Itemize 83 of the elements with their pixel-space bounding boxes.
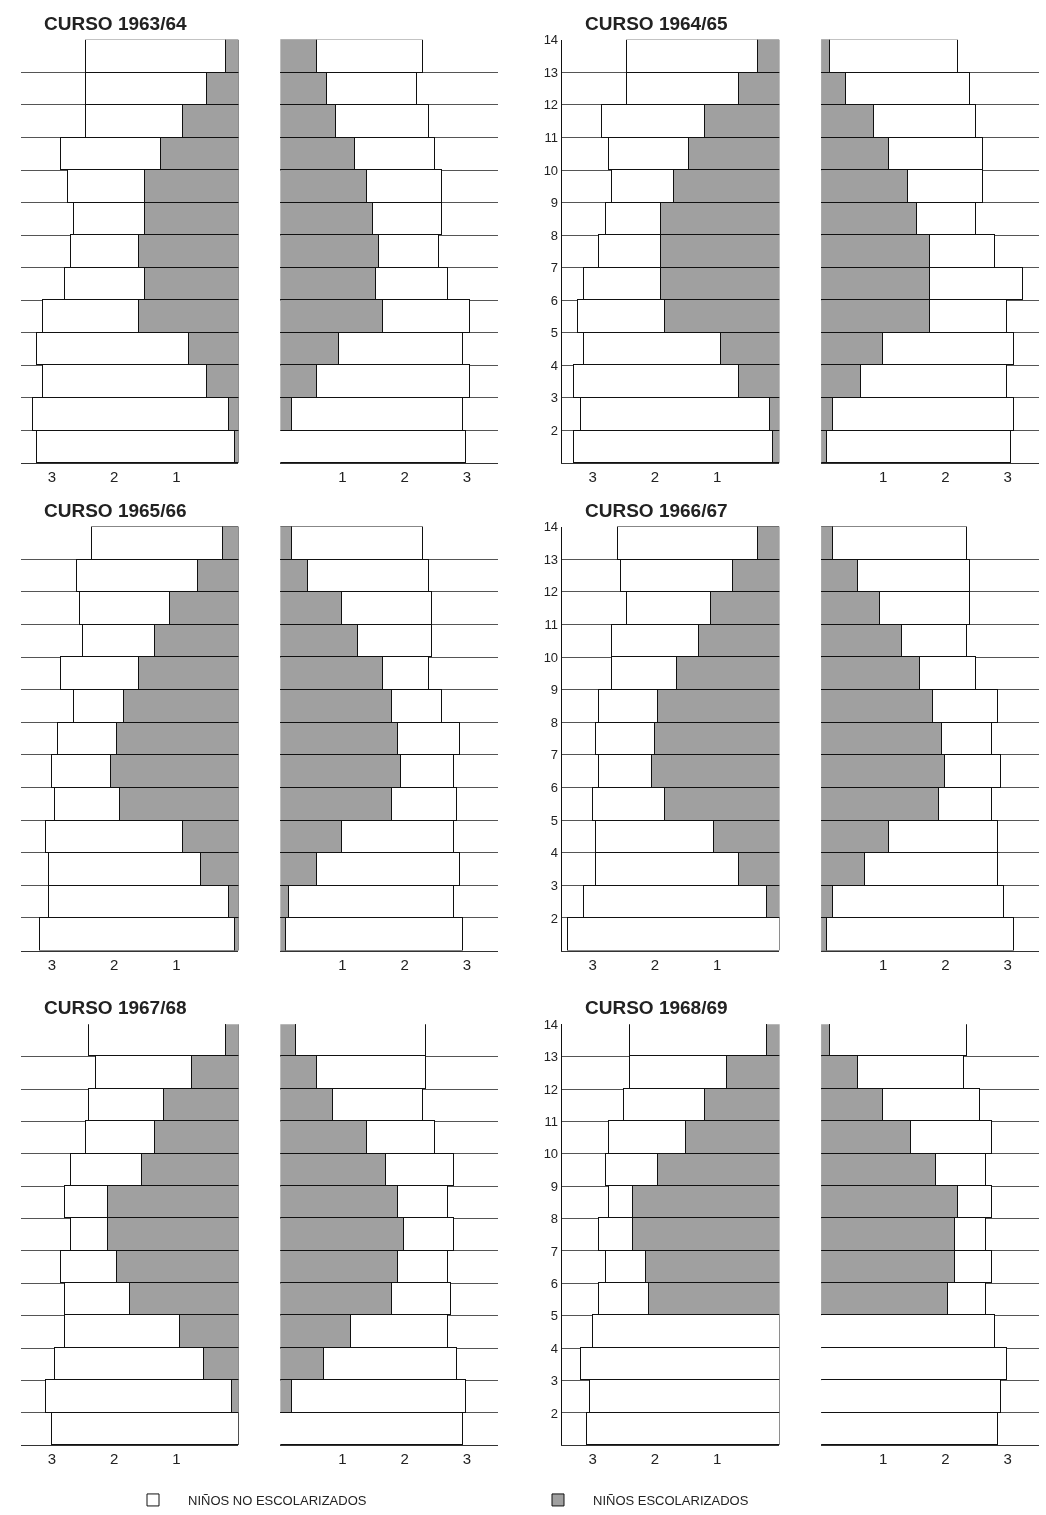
x-tick-label: 1 [712,1450,722,1468]
y-tick-label: 10 [543,162,559,178]
x-tick-label: 2 [400,1450,409,1468]
x-tick-label: 1 [172,467,181,485]
x-tick-label: 1 [879,467,888,485]
x-tick-label: 3 [1003,467,1012,485]
y-tick-label: 8 [550,227,559,243]
x-tick-label: 3 [462,955,471,973]
y-tick-label: 2 [550,422,559,438]
y-tick-label: 12 [543,97,559,113]
x-tick-label: 3 [1003,1450,1012,1468]
y-tick-label: 4 [550,357,559,373]
y-tick-label: 12 [543,584,559,600]
x-tick-label: 3 [462,1450,471,1468]
y-tick-label: 13 [543,64,559,80]
y-tick-label: 4 [550,845,559,861]
x-tick-label: 1 [879,955,888,973]
chart-title: CURSO 1963/64 [44,13,188,34]
x-tick-label: 2 [109,467,119,485]
y-tick-label: 5 [550,812,559,828]
y-tick-label: 11 [544,1113,559,1129]
x-tick-label: 2 [109,1450,119,1468]
y-tick-label: 9 [550,1178,559,1194]
y-tick-label: 7 [550,1243,559,1259]
y-tick-label: 6 [550,292,559,308]
chart-title: CURSO 1968/69 [585,997,728,1018]
legend-label: NIÑOS ESCOLARIZADOS [593,1493,749,1509]
x-tick-label: 1 [712,467,722,485]
y-tick-label: 6 [550,780,559,796]
y-tick-label: 12 [543,1081,559,1097]
x-tick-label: 1 [172,955,181,973]
x-tick-label: 2 [650,467,660,485]
x-tick-label: 3 [588,1450,597,1468]
x-tick-label: 2 [941,955,950,973]
y-tick-label: 9 [550,682,559,698]
y-tick-label: 13 [543,1049,559,1065]
x-tick-label: 2 [400,955,409,973]
x-tick-label: 3 [47,1450,57,1468]
x-tick-label: 1 [712,955,722,973]
y-tick-label: 3 [550,390,559,406]
y-tick-label: 3 [550,877,559,893]
y-tick-label: 14 [543,519,559,535]
x-tick-label: 2 [650,955,660,973]
y-tick-label: 8 [550,714,559,730]
x-tick-label: 3 [588,955,597,973]
x-tick-label: 3 [462,467,471,485]
y-tick-label: 11 [544,616,559,632]
x-tick-label: 1 [338,1450,347,1468]
chart-title: CURSO 1967/68 [44,997,187,1018]
y-tick-label: 5 [550,1308,559,1324]
y-tick-label: 6 [550,1275,559,1291]
y-tick-label: 13 [543,551,559,567]
y-tick-label: 11 [544,130,559,146]
x-tick-label: 3 [47,467,57,485]
y-tick-label: 9 [550,195,559,211]
x-tick-label: 3 [1003,955,1012,973]
chart-title: CURSO 1964/65 [585,13,729,34]
x-tick-label: 2 [650,1450,660,1468]
x-tick-label: 2 [109,955,119,973]
y-tick-label: 14 [543,1016,559,1032]
y-tick-label: 4 [550,1340,559,1356]
x-tick-label: 1 [172,1450,181,1468]
legend-label: NIÑOS NO ESCOLARIZADOS [188,1493,367,1509]
y-tick-label: 3 [550,1373,559,1389]
x-tick-label: 1 [879,1450,888,1468]
y-tick-label: 5 [550,325,559,341]
x-tick-label: 1 [338,955,347,973]
y-tick-label: 2 [550,1405,559,1421]
y-tick-label: 14 [543,32,559,48]
chart-title: CURSO 1965/66 [44,500,187,521]
x-tick-label: 2 [941,467,950,485]
x-tick-label: 3 [47,955,57,973]
y-tick-label: 10 [543,649,559,665]
y-tick-label: 8 [550,1211,559,1227]
y-tick-label: 10 [543,1146,559,1162]
x-tick-label: 3 [588,467,597,485]
y-tick-label: 7 [550,747,559,763]
x-tick-label: 2 [941,1450,950,1468]
x-tick-label: 1 [338,467,347,485]
chart-title: CURSO 1966/67 [585,500,728,521]
x-tick-label: 2 [400,467,409,485]
y-tick-label: 7 [550,260,559,276]
y-tick-label: 2 [550,910,559,926]
